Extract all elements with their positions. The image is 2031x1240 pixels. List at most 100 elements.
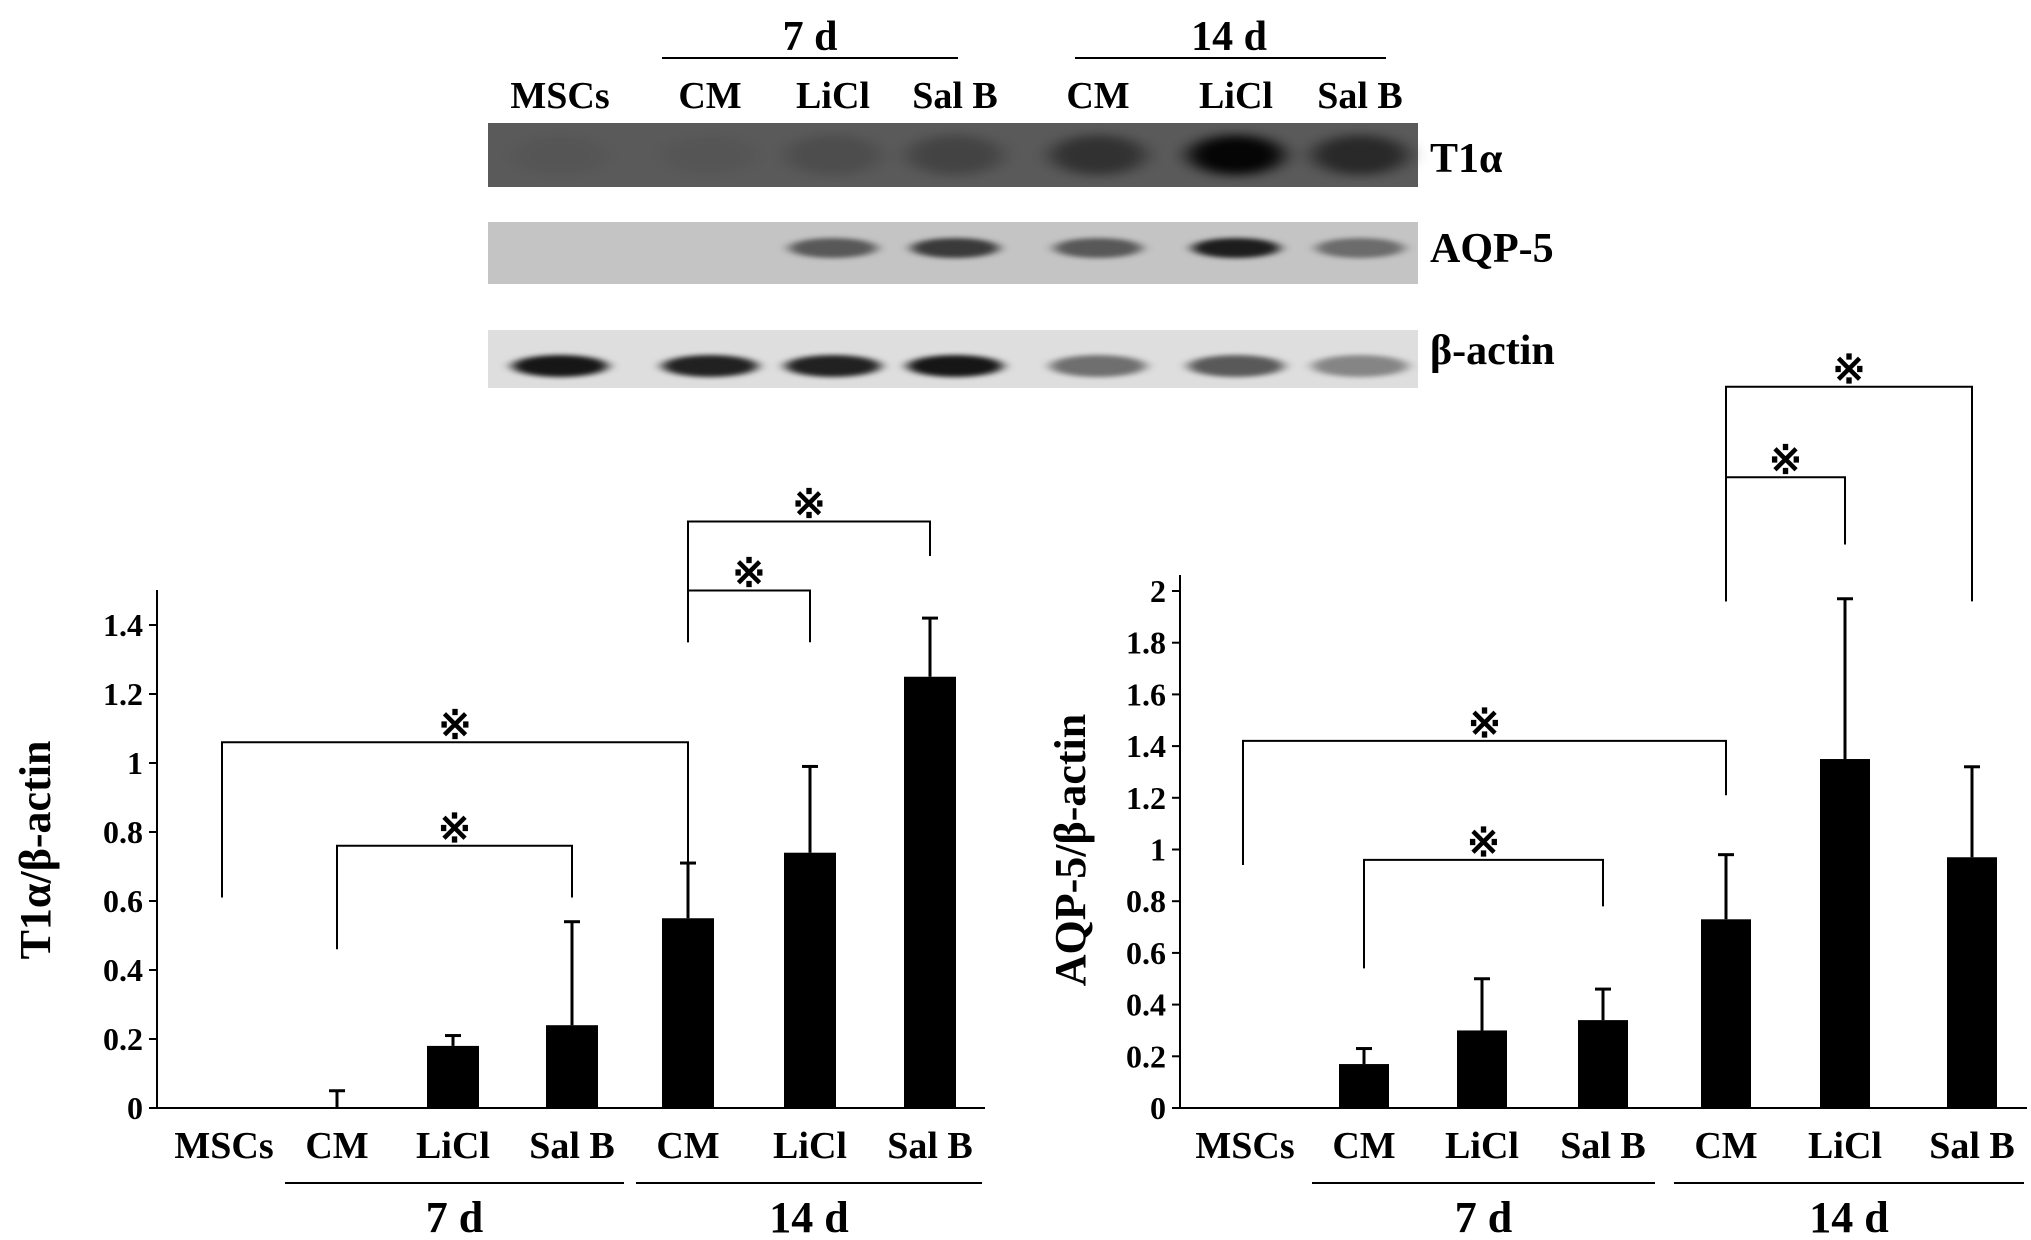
blot-band: [907, 355, 1003, 377]
x-group-label: 7 d: [426, 1193, 483, 1240]
y-tick-label: 0.8: [1126, 883, 1166, 919]
y-tick-label: 0.6: [1126, 935, 1166, 971]
significance-bracket: [687, 520, 931, 643]
blot-row-label: AQP-5: [1430, 226, 1554, 272]
x-tick-label: LiCl: [1445, 1125, 1519, 1167]
x-tick-label: Sal B: [1929, 1125, 2015, 1167]
x-tick-label: CM: [1694, 1125, 1757, 1167]
blot-lane-label: LiCl: [1199, 75, 1273, 117]
western-blot: 7 d 14 d MSCs CM LiCl Sal B CM LiCl Sal B T1α A…: [488, 14, 1555, 388]
bar: [1457, 1030, 1507, 1108]
x-group-label: 14 d: [1809, 1193, 1888, 1240]
blot-band: [785, 355, 881, 377]
bar: [1820, 759, 1870, 1108]
y-tick-label: 1.2: [1126, 780, 1166, 816]
blot-lane-labels: MSCs CM LiCl Sal B CM LiCl Sal B: [510, 75, 1402, 117]
x-tick-label: Sal B: [1560, 1125, 1646, 1167]
significance-bracket: [1725, 385, 1973, 602]
y-tick-label: 1.6: [1126, 676, 1166, 712]
blot-band: [662, 355, 758, 377]
y-tick-label: 1: [127, 745, 143, 781]
significance-bracket: [1725, 476, 1846, 602]
blot-row-label: T1α: [1430, 136, 1503, 182]
blot-band: [1050, 135, 1146, 175]
y-tick-label: 0.8: [103, 814, 143, 850]
blot-band: [1316, 238, 1404, 258]
blot-band: [911, 238, 999, 258]
blot-lane-label: CM: [678, 75, 741, 117]
blot-band: [1050, 355, 1146, 377]
bar: [1578, 1020, 1628, 1108]
x-tick-label: LiCl: [416, 1125, 490, 1167]
blot-band: [789, 238, 877, 258]
blot-band: [1192, 238, 1280, 258]
bar: [1339, 1064, 1389, 1108]
blot-lane-label: Sal B: [1317, 75, 1403, 117]
x-tick-label: Sal B: [529, 1125, 615, 1167]
blot-strip: β-actin: [488, 328, 1555, 388]
blot-band: [512, 355, 608, 377]
blot-band: [1312, 135, 1408, 175]
y-tick-label: 0: [127, 1090, 143, 1126]
bar: [546, 1025, 598, 1108]
significance-bracket: [687, 589, 811, 643]
aqp5-bar-chart: 0 0.2 0.4 0.6 0.8 1 1.2 1.4 1.6 1.8 2 AQP-5/β-actin…: [1046, 347, 2027, 1240]
y-tick-label: 1.8: [1126, 625, 1166, 661]
x-tick-label: Sal B: [887, 1125, 973, 1167]
blot-strip: AQP-5: [488, 222, 1554, 284]
y-tick-label: 0.4: [103, 952, 143, 988]
bar: [784, 852, 836, 1108]
y-tick-label: 1.2: [103, 676, 143, 712]
blot-band: [512, 135, 608, 175]
significance-mark: ※: [1769, 437, 1803, 482]
significance-mark: ※: [1467, 820, 1501, 865]
blot-lane-label: CM: [1066, 75, 1129, 117]
x-tick-label: CM: [1332, 1125, 1395, 1167]
blot-band: [1054, 238, 1142, 258]
y-tick-label: 0.2: [103, 1021, 143, 1057]
x-tick-label: CM: [305, 1125, 368, 1167]
significance-mark: ※: [1468, 701, 1502, 746]
y-axis-label: T1α/β-actin: [11, 741, 60, 960]
x-tick-label: CM: [656, 1125, 719, 1167]
y-tick-label: 0.4: [1126, 987, 1166, 1023]
blot-group-label-14d: 14 d: [1191, 14, 1267, 60]
y-tick-label: 1: [1150, 832, 1166, 868]
blot-strips: T1α AQP-5 β-actin: [488, 123, 1555, 388]
t1a-bar-chart: 0 0.2 0.4 0.6 0.8 1 1.2 1.4 T1α/β-actin MSCs CM LiC…: [11, 482, 985, 1240]
blot-lane-label: LiCl: [796, 75, 870, 117]
bar: [904, 676, 956, 1108]
blot-band: [1188, 355, 1284, 377]
significance-bracket: [1363, 858, 1604, 969]
significance-mark: ※: [792, 482, 826, 527]
significance-mark: ※: [438, 702, 472, 747]
blot-band: [1312, 355, 1408, 377]
significance-bracket: [221, 741, 689, 898]
y-axis-label: AQP-5/β-actin: [1046, 714, 1095, 986]
y-tick-label: 0.6: [103, 883, 143, 919]
blot-strip: T1α: [488, 123, 1503, 187]
significance-mark: ※: [1832, 347, 1866, 392]
blot-band: [1188, 135, 1284, 175]
blot-band: [785, 135, 881, 175]
y-tick-label: 0: [1150, 1090, 1166, 1126]
blot-lane-label: MSCs: [510, 75, 609, 117]
x-tick-label: LiCl: [773, 1125, 847, 1167]
bar: [1701, 919, 1751, 1108]
blot-band: [662, 135, 758, 175]
x-group-label: 14 d: [769, 1193, 848, 1240]
x-tick-label: MSCs: [1195, 1125, 1294, 1167]
blot-lane-label: Sal B: [912, 75, 998, 117]
y-tick-label: 1.4: [1126, 728, 1166, 764]
bar: [1947, 857, 1997, 1108]
significance-bracket: [1242, 739, 1727, 866]
x-tick-label: LiCl: [1808, 1125, 1882, 1167]
blot-row-label: β-actin: [1430, 328, 1555, 374]
x-group-label: 7 d: [1455, 1193, 1512, 1240]
y-tick-label: 2: [1150, 573, 1166, 609]
x-tick-label: MSCs: [174, 1125, 273, 1167]
y-tick-label: 0.2: [1126, 1038, 1166, 1074]
y-tick-label: 1.4: [103, 607, 143, 643]
bar: [427, 1045, 479, 1108]
